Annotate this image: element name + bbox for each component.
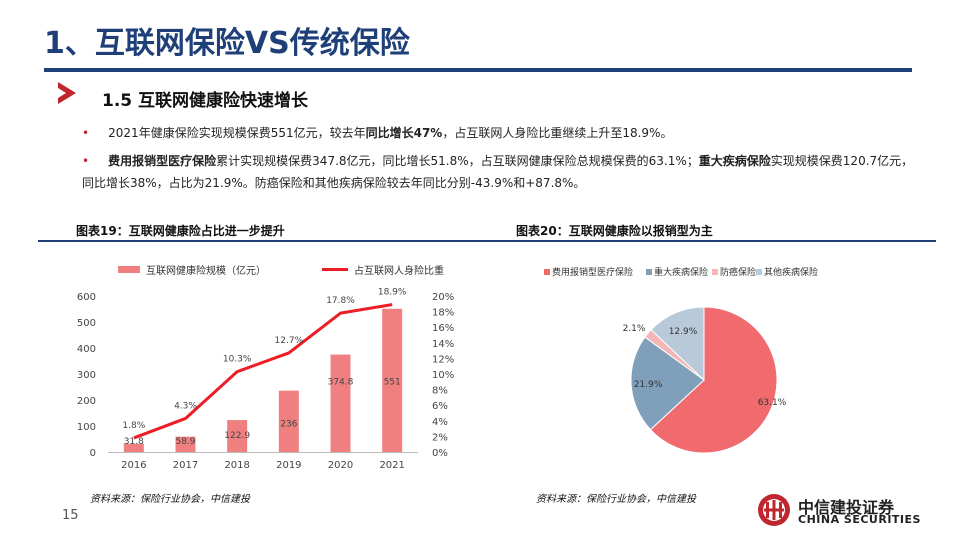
line-data-label: 17.8% [326, 296, 355, 306]
left-axis-tick-label: 600 [77, 292, 96, 303]
source-note-2: 资料来源：保险行业协会，中信建投 [536, 494, 696, 505]
bullet-text: 累计实现规模保费347.8亿元，同比增长51.8%，占互联网健康保险总规模保费的… [216, 154, 699, 168]
legend-label-bar: 互联网健康险规模（亿元） [146, 264, 266, 277]
bullet-emphasis: 费用报销型医疗保险 [108, 154, 217, 168]
left-axis-tick-label: 500 [77, 318, 96, 329]
company-name-en: CHINA SECURITIES [798, 513, 921, 526]
bullet-paragraph-1: • 2021年健康保险实现规模保费551亿元，较去年同比增长47%，占互联网人身… [82, 122, 922, 144]
x-axis-tick-label: 2017 [173, 460, 198, 471]
share-line [133, 303, 393, 440]
company-logo-icon [758, 494, 790, 526]
page-title: 1、互联网保险VS传统保险 [44, 26, 410, 61]
page-number: 15 [62, 508, 79, 523]
line-data-label: 10.3% [223, 355, 252, 365]
bullet-icon: • [82, 154, 90, 168]
pie-legend-label: 其他疾病保险 [764, 266, 818, 278]
right-axis-tick-label: 2% [432, 432, 448, 443]
title-divider [44, 68, 912, 72]
bar [382, 308, 403, 452]
right-axis-tick-label: 18% [432, 308, 454, 319]
x-axis-tick-label: 2016 [121, 460, 146, 471]
pie-legend-swatch [646, 269, 652, 275]
source-note-1: 资料来源：保险行业协会，中信建投 [90, 494, 250, 505]
pie-data-label: 2.1% [623, 324, 646, 334]
bullet-icon: • [82, 126, 90, 140]
bullet-paragraph-2: • 费用报销型医疗保险累计实现规模保费347.8亿元，同比增长51.8%，占互联… [82, 150, 922, 194]
right-axis-tick-label: 14% [432, 339, 454, 350]
arrow-icon [58, 82, 76, 104]
bullet-text: ，占互联网人身险比重继续上升至18.9%。 [442, 126, 673, 140]
right-axis-tick-label: 6% [432, 401, 448, 412]
pie-legend-label: 防癌保险 [720, 266, 756, 278]
bar [227, 420, 248, 452]
x-axis-tick-label: 2019 [276, 460, 301, 471]
bullet-text: 2021年健康保险实现规模保费551亿元，较去年 [108, 126, 366, 140]
company-name-cn: 中信建投证券 [798, 498, 895, 517]
pie-slice [649, 306, 778, 454]
bar-data-label: 31.8 [124, 437, 144, 447]
line-data-label: 12.7% [275, 336, 304, 346]
left-axis-tick-label: 200 [77, 396, 96, 407]
line-data-label: 1.8% [122, 421, 145, 431]
section-subtitle: 1.5 互联网健康险快速增长 [102, 91, 309, 111]
bullet-text: 实现规模保费120.7亿元，同比增长38%，占比为21.9%。防癌保险和其他疾病… [82, 154, 914, 190]
pie-legend-label: 费用报销型医疗保险 [552, 266, 633, 278]
bar-data-label: 374.8 [328, 378, 354, 388]
bar-data-label: 551 [384, 378, 401, 388]
bar [278, 390, 299, 452]
right-axis-tick-label: 8% [432, 386, 448, 397]
x-axis-tick-label: 2020 [328, 460, 353, 471]
pie-slice [650, 306, 705, 382]
bullet-emphasis: 重大疾病保险 [698, 154, 771, 168]
line-data-label: 18.9% [378, 288, 407, 298]
bar [175, 436, 196, 452]
bar-data-label: 58.9 [175, 437, 195, 447]
left-axis-tick-label: 0 [90, 448, 96, 459]
figure-title-19: 图表19：互联网健康险占比进一步提升 [76, 224, 285, 238]
bar-data-label: 122.9 [224, 431, 250, 441]
bar [123, 443, 144, 452]
right-axis-tick-label: 12% [432, 354, 454, 365]
bar-data-label: 236 [280, 420, 297, 430]
bullet-emphasis: 同比增长47% [365, 126, 443, 140]
pie-chart: 费用报销型医疗保险 重大疾病保险 防癌保险 其他疾病保险 63.1% 21.9% 2.1% 1… [544, 266, 818, 454]
right-axis-tick-label: 10% [432, 370, 454, 381]
left-axis-tick-label: 100 [77, 422, 96, 433]
right-axis-tick-label: 20% [432, 292, 454, 303]
pie-legend-swatch [756, 269, 762, 275]
pie-legend-swatch [544, 269, 550, 275]
right-axis-tick-label: 4% [432, 417, 448, 428]
legend-swatch-bar [118, 266, 140, 273]
pie-data-label: 12.9% [669, 327, 698, 337]
figure-divider [38, 240, 936, 242]
combo-chart: 互联网健康险规模（亿元） 占互联网人身险比重 0 100 200 300 400 500 600… [77, 264, 454, 471]
x-axis-tick-label: 2018 [224, 460, 249, 471]
pie-legend-label: 重大疾病保险 [654, 266, 708, 278]
left-axis-tick-label: 300 [77, 370, 96, 381]
left-axis-tick-label: 400 [77, 344, 96, 355]
right-axis-tick-label: 0% [432, 448, 448, 459]
right-axis-tick-label: 16% [432, 323, 454, 334]
figure-title-20: 图表20：互联网健康险以报销型为主 [516, 224, 713, 238]
legend-label-line: 占互联网人身险比重 [354, 264, 444, 277]
pie-legend-swatch [712, 269, 718, 275]
line-data-label: 4.3% [174, 401, 197, 411]
x-axis-tick-label: 2021 [379, 460, 404, 471]
pie-slice [630, 336, 705, 431]
pie-data-label: 63.1% [758, 398, 787, 408]
bar [330, 354, 351, 452]
pie-data-label: 21.9% [634, 380, 663, 390]
